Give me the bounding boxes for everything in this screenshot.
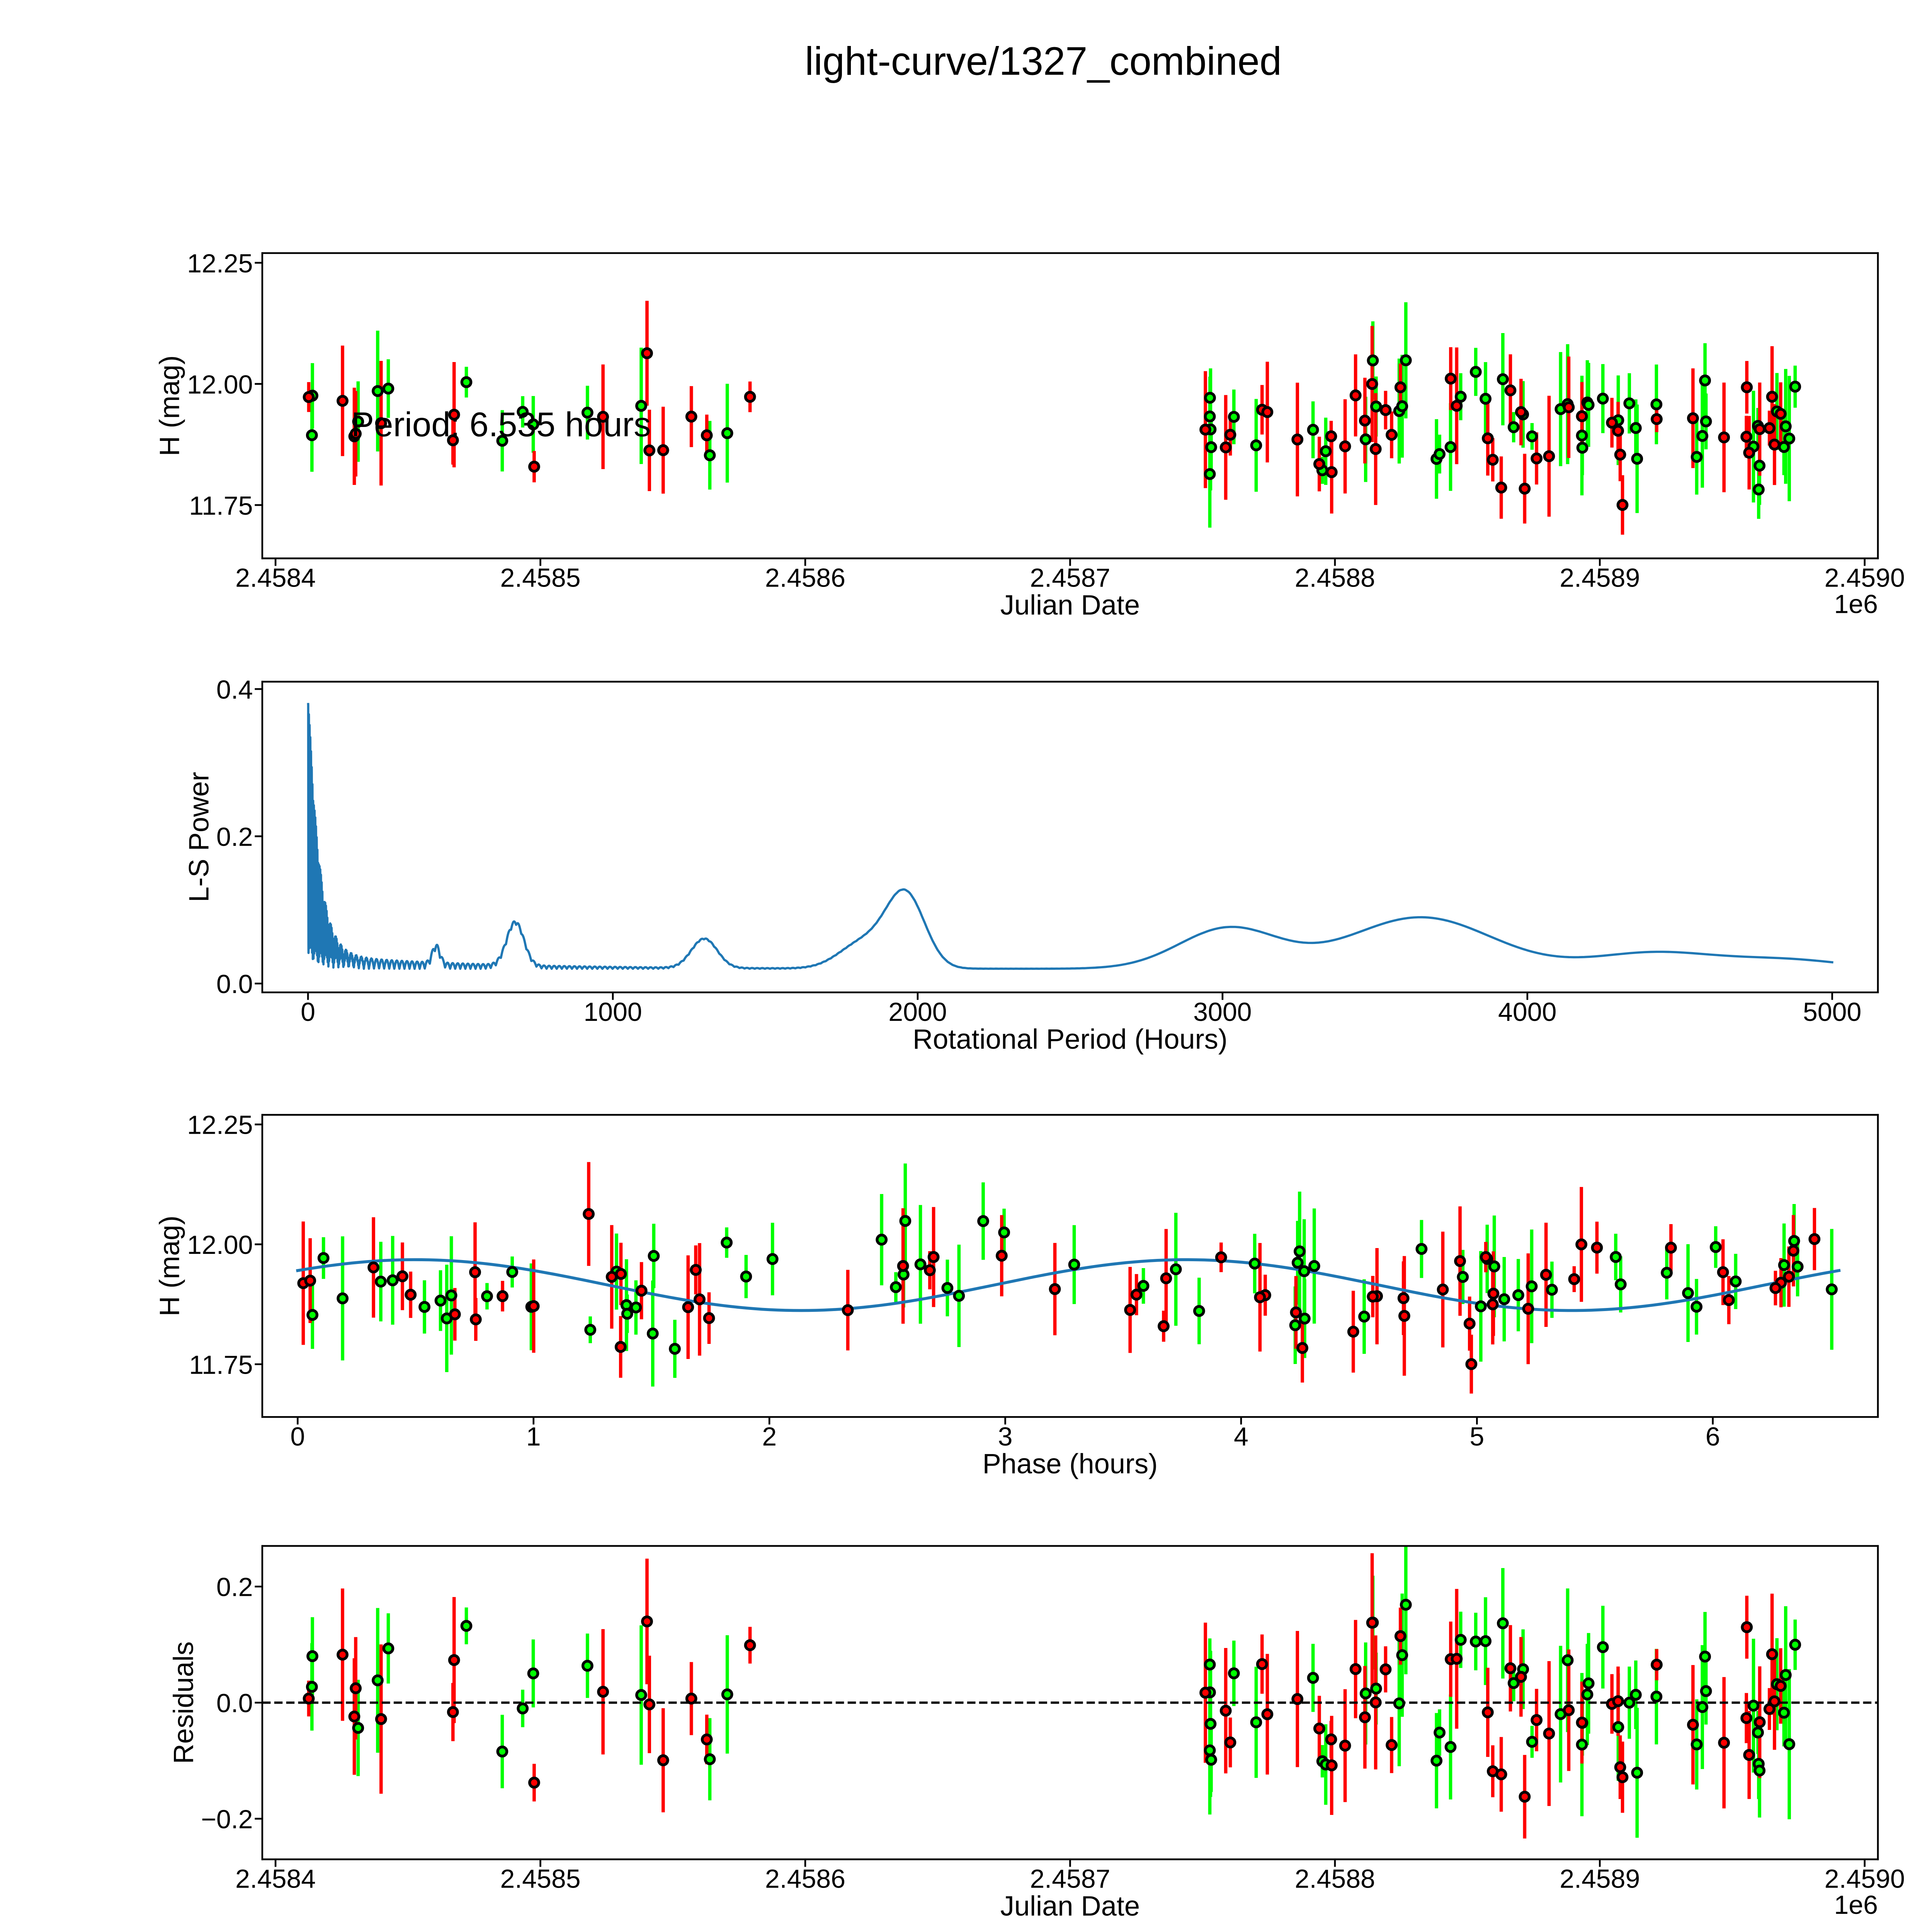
svg-text:Residuals: Residuals [168,1641,199,1764]
svg-text:1: 1 [526,1422,541,1451]
svg-text:2.4588: 2.4588 [1295,563,1375,593]
svg-text:12.00: 12.00 [187,1230,253,1260]
svg-text:1e6: 1e6 [1834,1890,1878,1920]
svg-text:0: 0 [301,997,315,1027]
svg-text:2.4589: 2.4589 [1560,563,1640,593]
svg-text:L-S Power: L-S Power [184,772,214,902]
svg-text:H (mag): H (mag) [155,355,185,456]
svg-text:0.4: 0.4 [216,675,253,704]
svg-text:2.4587: 2.4587 [1030,563,1110,593]
svg-text:0: 0 [290,1422,305,1451]
svg-text:Phase (hours): Phase (hours) [983,1449,1158,1480]
svg-text:2.4588: 2.4588 [1295,1864,1375,1894]
svg-text:6: 6 [1706,1422,1720,1451]
svg-text:Period: 6.535 hours: Period: 6.535 hours [351,405,651,444]
svg-text:4000: 4000 [1498,997,1556,1027]
svg-text:2.4589: 2.4589 [1560,1864,1640,1894]
svg-text:5000: 5000 [1803,997,1861,1027]
svg-text:12.00: 12.00 [187,370,253,399]
svg-text:2.4586: 2.4586 [765,1864,845,1894]
svg-text:2.4590: 2.4590 [1825,563,1905,593]
svg-text:2.4584: 2.4584 [235,1864,316,1894]
svg-text:12.25: 12.25 [187,249,253,278]
svg-text:4: 4 [1234,1422,1248,1451]
svg-text:H (mag): H (mag) [155,1216,185,1316]
svg-text:11.75: 11.75 [189,491,253,520]
svg-text:Julian Date: Julian Date [1000,1891,1140,1922]
svg-text:2.4590: 2.4590 [1825,1864,1905,1894]
svg-text:1e6: 1e6 [1834,589,1878,619]
svg-text:−0.2: −0.2 [201,1804,253,1834]
svg-text:0.0: 0.0 [216,969,253,999]
svg-text:5: 5 [1469,1422,1484,1451]
svg-text:0.0: 0.0 [216,1689,253,1718]
svg-text:Julian Date: Julian Date [1000,590,1140,621]
svg-text:2.4586: 2.4586 [765,563,845,593]
svg-text:3000: 3000 [1193,997,1252,1027]
svg-text:0.2: 0.2 [216,822,253,852]
svg-text:11.75: 11.75 [189,1350,253,1379]
svg-text:2.4585: 2.4585 [500,1864,580,1894]
svg-text:2.4585: 2.4585 [500,563,580,593]
svg-text:2000: 2000 [888,997,947,1027]
svg-text:2.4587: 2.4587 [1030,1864,1110,1894]
svg-text:3: 3 [998,1422,1013,1451]
svg-text:light-curve/1327_combined: light-curve/1327_combined [805,39,1282,83]
svg-text:2: 2 [762,1422,777,1451]
svg-text:12.25: 12.25 [187,1111,253,1140]
svg-text:2.4584: 2.4584 [235,563,316,593]
svg-text:1000: 1000 [583,997,642,1027]
svg-text:Rotational Period (Hours): Rotational Period (Hours) [913,1024,1228,1055]
svg-text:0.2: 0.2 [216,1573,253,1602]
